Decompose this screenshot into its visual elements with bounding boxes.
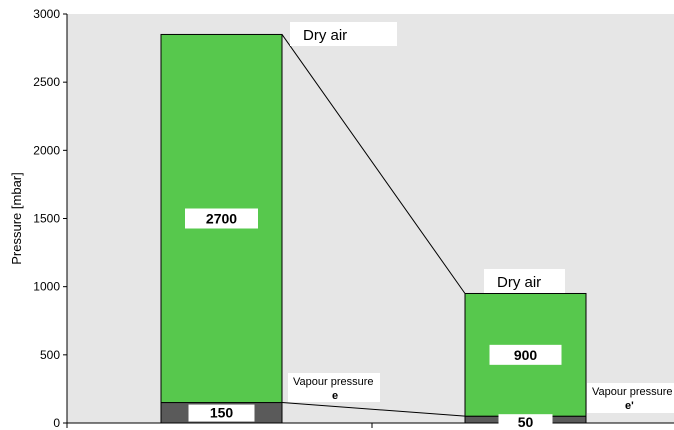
vapour-callout-symbol-1: e [332, 390, 338, 402]
vapour-value-box-2 [498, 414, 553, 430]
dry-air-value-box-2 [489, 344, 562, 365]
connector-lines [281, 34, 466, 417]
vapour-callout-title-1: Vapour pressure [293, 376, 374, 388]
dry-air-value-label-2: 900 [514, 347, 538, 363]
y-tick-label: 3000 [33, 7, 60, 21]
vapour-callout-box-2 [587, 383, 674, 413]
y-tick-label: 2000 [33, 143, 60, 157]
y-tick-label: 500 [40, 348, 60, 362]
y-axis-label: Pressure [mbar] [9, 172, 24, 264]
vapour-value-box-1 [188, 404, 255, 422]
y-tick-label: 1000 [33, 280, 60, 294]
axes: 0 500 1000 1500 2000 2500 3000 [33, 7, 674, 430]
vapour-value-label-2: 50 [518, 414, 534, 430]
y-tick-label: 2500 [33, 75, 60, 89]
vapour-callout-box-1 [288, 373, 380, 402]
dry-air-value-label-1: 2700 [206, 211, 237, 227]
dry-air-callout-box-1 [290, 22, 397, 46]
dry-air-callout-1: Dry air [303, 27, 347, 44]
dry-air-callout-2: Dry air [497, 274, 541, 291]
vapour-callout-symbol-2: e' [625, 400, 634, 412]
vapour-callout-title-2: Vapour pressure [592, 386, 673, 398]
y-tick-label: 0 [53, 416, 60, 430]
y-tick-label: 1500 [33, 212, 60, 226]
vapour-value-label-1: 150 [210, 405, 234, 421]
connector-vapour-line [281, 402, 466, 417]
labels: 2700 900 150 50 Dry air Dry air Vapour pressur… [185, 22, 674, 430]
dry-air-value-box-1 [185, 208, 258, 229]
dry-air-callout-box-2 [484, 269, 565, 293]
connector-top-line [281, 34, 466, 294]
